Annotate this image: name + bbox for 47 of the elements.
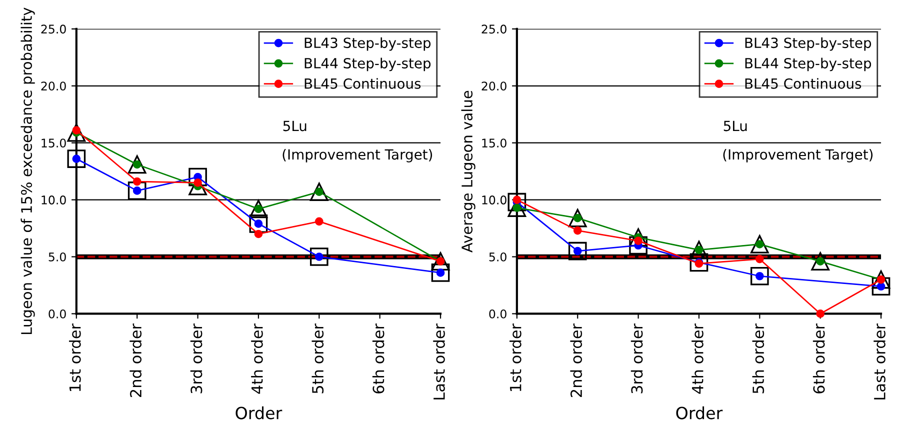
y-axis-title: Lugeon value of 15% exceedance probability: [20, 8, 35, 334]
annotation: 5Lu: [724, 120, 747, 132]
legend-label: BL43 Step-by-step: [745, 37, 872, 51]
point: [755, 254, 764, 264]
x-tick-label: 3rd order: [190, 323, 202, 394]
y-tick-label: 15.0: [42, 138, 66, 148]
x-tick-label: 4th order: [251, 323, 263, 394]
point: [573, 226, 582, 235]
point: [254, 230, 263, 238]
x-tick-label: 1st order: [510, 323, 522, 392]
x-tick-label: Last order: [433, 323, 445, 400]
y-tick-label: 0.0: [48, 309, 66, 318]
point: [194, 178, 202, 187]
x-tick-label: 3rd order: [630, 323, 643, 394]
x-tick-label: 6th order: [812, 323, 825, 394]
legend-label: BL43 Step-by-step: [304, 37, 431, 51]
annotation: 5Lu: [283, 120, 306, 132]
x-tick-label: 5th order: [312, 323, 324, 394]
y-tick-label: 20.0: [41, 82, 66, 91]
x-tick-label: 5th order: [752, 323, 764, 394]
point: [314, 217, 324, 226]
x-tick-label: 4th order: [692, 323, 704, 394]
legend-label: BL44 Step-by-step: [304, 58, 431, 72]
y-tick-label: 10.0: [482, 196, 506, 204]
y-axis-title: Average Lugeon value: [461, 90, 476, 252]
y-tick-label: 0.0: [489, 309, 506, 318]
legend-label: BL44 Step-by-step: [745, 58, 872, 72]
x-tick-label: Last order: [874, 323, 886, 400]
y-tick-label: 25.0: [482, 24, 506, 34]
x-tick-label: 1st order: [69, 323, 81, 392]
y-tick-label: 5.0: [48, 252, 66, 262]
legend-label: BL45 Continuous: [745, 78, 862, 89]
annotation: (Improvement Target): [723, 148, 873, 162]
y-tick-label: 15.0: [482, 138, 506, 148]
y-tick-label: 25.0: [41, 24, 66, 34]
x-axis-title: Order: [676, 406, 723, 420]
x-tick-label: 2nd order: [570, 323, 582, 398]
y-tick-label: 5.0: [489, 252, 506, 262]
y-tick-label: 10.0: [42, 196, 66, 204]
x-tick-label: 2nd order: [130, 323, 142, 398]
x-tick-label: 6th order: [372, 323, 384, 394]
legend-label: BL45 Continuous: [304, 78, 421, 89]
point: [132, 177, 142, 186]
point: [816, 310, 825, 318]
y-tick-label: 20.0: [482, 82, 506, 91]
annotation: (Improvement Target): [282, 148, 432, 162]
x-axis-title: Order: [236, 406, 282, 420]
